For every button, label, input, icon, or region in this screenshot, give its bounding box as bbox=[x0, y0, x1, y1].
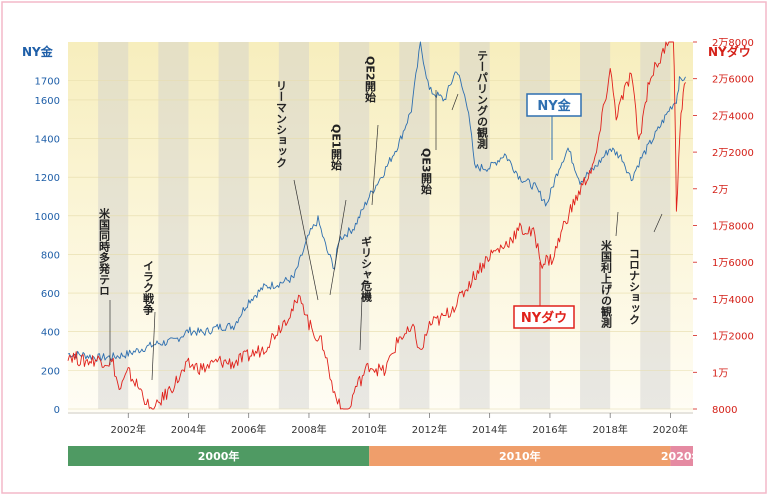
year-band bbox=[459, 42, 490, 409]
annotation-pointer bbox=[371, 124, 379, 206]
annotation-pointer bbox=[653, 213, 663, 233]
right-tick-label: 2万8000 bbox=[712, 38, 754, 49]
right-tick-label: 1万2000 bbox=[712, 332, 754, 343]
decade-segment bbox=[369, 446, 671, 466]
year-band bbox=[278, 42, 309, 409]
right-axis-ticks: 8000 1万 1万2000 1万4000 1万6000 1万8000 2万 2万2000 2万… bbox=[693, 38, 754, 416]
left-tick-label: 800 bbox=[41, 250, 60, 261]
callouts: NY金 NYダウ bbox=[513, 93, 582, 329]
right-tick-label: 2万6000 bbox=[712, 75, 754, 86]
x-tick-label: 2018年 bbox=[592, 423, 627, 436]
series-group bbox=[67, 41, 686, 410]
callout-box bbox=[513, 305, 575, 329]
year-band bbox=[399, 42, 430, 409]
left-tick-label: 0 bbox=[54, 405, 60, 416]
callout-box bbox=[526, 93, 582, 117]
annotation-label: イラク戦争 bbox=[142, 260, 155, 316]
year-band bbox=[98, 42, 129, 409]
annotation-label: コロナショック bbox=[628, 248, 641, 325]
decade-label: 2020年 bbox=[661, 449, 703, 463]
year-band bbox=[640, 42, 671, 409]
annotation-label: ギリシャ危機 bbox=[360, 235, 374, 303]
annotation-label: 米国利上げの観測 bbox=[600, 239, 614, 329]
annotation-label: QE1開始 bbox=[330, 124, 343, 171]
annotations: 米国同時多発テロイラク戦争 リーマンショック QE1開始 QE2開始ギリシャ危機 QE3… bbox=[98, 50, 663, 381]
right-tick-label: 2万4000 bbox=[712, 111, 754, 122]
right-tick-label: 1万 bbox=[712, 368, 728, 379]
decade-segment bbox=[68, 446, 370, 466]
left-tick-label: 1400 bbox=[35, 135, 60, 146]
annotation-pointer bbox=[293, 179, 319, 301]
year-band bbox=[580, 42, 611, 409]
right-tick-label: 2万 bbox=[712, 185, 728, 196]
decade-label: 2000年 bbox=[198, 449, 240, 463]
right-tick-label: 8000 bbox=[712, 405, 737, 416]
decade-bar: 2000年 2010年 2020年 bbox=[68, 446, 703, 466]
year-band bbox=[218, 42, 249, 409]
callout-label: NYダウ bbox=[521, 310, 567, 326]
left-tick-label: 200 bbox=[41, 366, 60, 377]
annotation-pointer bbox=[615, 211, 619, 237]
x-tick-label: 2020年 bbox=[653, 423, 688, 436]
left-axis-ticks: 0 200 400 600 800 1000 1200 1400 1600 1700 bbox=[35, 77, 60, 416]
series-line-dow bbox=[67, 41, 686, 410]
decade-segment bbox=[670, 446, 693, 466]
x-tick-label: 2012年 bbox=[412, 423, 447, 436]
right-tick-label: 2万2000 bbox=[712, 148, 754, 159]
year-bands bbox=[98, 42, 671, 409]
x-tick-label: 2016年 bbox=[532, 423, 567, 436]
annotation-label: リーマンショック bbox=[275, 80, 288, 168]
left-tick-label: 1200 bbox=[35, 173, 60, 184]
left-tick-label: 400 bbox=[41, 328, 60, 339]
right-tick-label: 1万6000 bbox=[712, 258, 754, 269]
x-tick-label: 2002年 bbox=[111, 423, 146, 436]
annotation-label: QE3開始 bbox=[420, 148, 433, 195]
annotation-pointer bbox=[451, 93, 459, 111]
left-tick-label: 600 bbox=[41, 289, 60, 300]
x-tick-label: 2004年 bbox=[171, 423, 206, 436]
annotation-label: テーパリングの観測 bbox=[476, 50, 489, 150]
left-tick-label: 1700 bbox=[35, 77, 60, 88]
x-tick-label: 2006年 bbox=[231, 423, 266, 436]
right-axis-title: NYダウ bbox=[708, 44, 751, 59]
right-tick-label: 1万8000 bbox=[712, 222, 754, 233]
annotation-pointer bbox=[359, 297, 363, 351]
annotation-label: QE2開始 bbox=[364, 56, 377, 103]
annotation-pointer bbox=[329, 199, 347, 296]
x-tick-label: 2010年 bbox=[351, 423, 386, 436]
plot-background bbox=[68, 42, 693, 414]
left-axis-title: NY金 bbox=[22, 44, 54, 59]
decade-label: 2010年 bbox=[499, 449, 541, 463]
x-tick-label: 2008年 bbox=[291, 423, 326, 436]
annotation-pointer bbox=[151, 311, 156, 381]
annotation-label: 米国同時多発テロ bbox=[98, 207, 112, 296]
x-axis-ticks: 2002年 2004年 2006年 2008年 2010年 2012年 2014年 2016年… bbox=[68, 412, 693, 436]
year-band bbox=[339, 42, 370, 409]
year-band bbox=[158, 42, 189, 409]
left-tick-label: 1600 bbox=[35, 96, 60, 107]
callout-label: NY金 bbox=[537, 98, 571, 114]
left-tick-label: 1000 bbox=[35, 212, 60, 223]
right-tick-label: 1万4000 bbox=[712, 295, 754, 306]
x-tick-label: 2014年 bbox=[472, 423, 507, 436]
